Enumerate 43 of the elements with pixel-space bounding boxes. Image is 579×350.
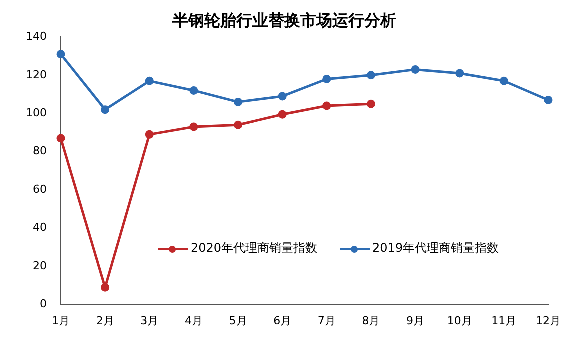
point [101, 283, 110, 292]
point [234, 120, 243, 130]
x-tick-label: 6月 [274, 314, 292, 328]
x-tick-label: 5月 [229, 314, 248, 328]
x-tick-label: 11月 [492, 314, 517, 328]
point [101, 106, 110, 114]
point [366, 71, 376, 80]
point [145, 130, 154, 139]
x-tick-label: 8月 [362, 314, 380, 328]
y-tick-label: 20 [32, 259, 47, 272]
y-tick-label: 60 [32, 182, 47, 196]
x-tick-label: 1月 [52, 314, 70, 328]
x-tick-label: 2月 [96, 314, 114, 328]
point [411, 65, 420, 74]
point [278, 92, 287, 101]
x-tick-label: 7月 [318, 314, 336, 328]
point [322, 75, 332, 84]
point [366, 100, 376, 108]
y-tick-label: 0 [40, 298, 47, 311]
point [544, 96, 553, 105]
y-tick-label: 40 [32, 221, 47, 234]
y-tick-label: 80 [32, 144, 47, 158]
legend-label: 2019年代理商销量指数 [372, 240, 500, 257]
point [56, 134, 66, 143]
point [234, 98, 243, 106]
x-tick-label: 9月 [406, 314, 425, 328]
x-tick-label: 12月 [536, 314, 561, 328]
chart-title: 半钢轮胎行业替换市场运行分析 [172, 10, 396, 30]
x-tick-label: 4月 [184, 314, 203, 328]
point [322, 102, 332, 110]
point [190, 122, 198, 132]
y-tick-label: 100 [26, 106, 47, 120]
point [56, 50, 66, 59]
x-tick-label: 10月 [447, 314, 472, 328]
point [500, 76, 508, 86]
y-tick-label: 120 [26, 68, 47, 82]
x-tick-label: 3月 [140, 314, 159, 328]
point [456, 69, 464, 78]
point [145, 76, 154, 86]
point [278, 110, 287, 119]
y-tick-label: 140 [26, 30, 47, 44]
point [190, 86, 198, 95]
legend-label: 2020年代理商销量指数 [191, 240, 318, 257]
